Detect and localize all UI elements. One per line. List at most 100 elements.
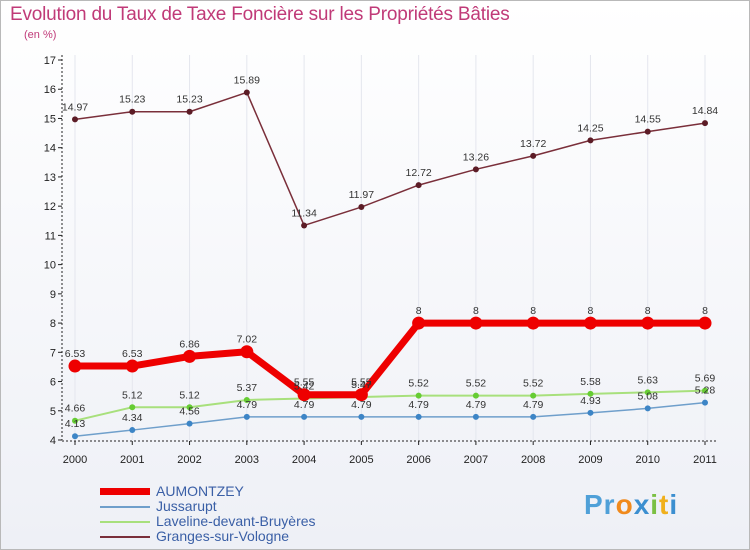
data-point bbox=[415, 182, 422, 189]
data-label: 5.47 bbox=[351, 379, 372, 391]
data-point bbox=[587, 390, 594, 397]
series-line bbox=[74, 91, 706, 227]
y-tick-label: 6 bbox=[50, 377, 56, 389]
legend-item-granges: Granges-sur-Vologne bbox=[100, 528, 420, 544]
data-point bbox=[243, 396, 250, 403]
data-label: 14.25 bbox=[577, 122, 603, 134]
data-point bbox=[415, 392, 422, 399]
data-label: 14.97 bbox=[62, 101, 88, 113]
x-tick-label: 2005 bbox=[349, 454, 373, 466]
y-tick-label: 10 bbox=[44, 260, 56, 272]
legend-label: Laveline-devant-Bruyères bbox=[156, 513, 316, 529]
legend: AUMONTZEY Jussarupt Laveline-devant-Bruy… bbox=[100, 483, 420, 544]
data-point bbox=[587, 409, 594, 416]
data-label: 8 bbox=[588, 305, 594, 317]
x-tick-label: 2009 bbox=[578, 454, 602, 466]
data-label: 5.08 bbox=[638, 390, 659, 402]
data-point bbox=[469, 316, 483, 330]
data-point bbox=[125, 359, 139, 373]
x-tick-label: 2007 bbox=[464, 454, 488, 466]
data-label: 4.79 bbox=[237, 399, 258, 411]
data-label: 5.52 bbox=[466, 378, 487, 390]
x-tick-label: 2003 bbox=[235, 454, 259, 466]
data-point bbox=[297, 388, 311, 402]
data-label: 11.34 bbox=[291, 207, 317, 219]
y-tick-label: 5 bbox=[50, 406, 56, 418]
data-label: 6.53 bbox=[122, 348, 143, 360]
data-label: 12.72 bbox=[405, 167, 431, 179]
data-label: 4.79 bbox=[351, 399, 372, 411]
data-point bbox=[530, 413, 537, 420]
data-label: 8 bbox=[645, 305, 651, 317]
data-point bbox=[644, 389, 651, 396]
data-label: 13.26 bbox=[463, 151, 489, 163]
y-tick-label: 16 bbox=[44, 84, 56, 96]
data-label: 4.56 bbox=[179, 406, 200, 418]
data-point bbox=[68, 359, 82, 373]
data-label: 5.52 bbox=[523, 378, 544, 390]
data-label: 4.79 bbox=[408, 399, 429, 411]
data-point bbox=[129, 404, 136, 411]
data-point bbox=[702, 387, 708, 394]
legend-swatch bbox=[100, 536, 150, 538]
data-point bbox=[72, 116, 78, 123]
data-point bbox=[644, 128, 651, 135]
data-point bbox=[587, 137, 594, 144]
series-line bbox=[74, 401, 706, 437]
data-point bbox=[129, 427, 136, 434]
data-label: 5.42 bbox=[294, 380, 315, 392]
x-tick-label: 2008 bbox=[521, 454, 545, 466]
data-label: 4.79 bbox=[294, 399, 315, 411]
data-label: 5.55 bbox=[294, 377, 315, 389]
data-point bbox=[183, 349, 197, 363]
data-label: 8 bbox=[702, 305, 708, 317]
data-label: 7.02 bbox=[237, 334, 258, 346]
data-label: 8 bbox=[473, 305, 479, 317]
data-point bbox=[583, 316, 597, 330]
data-point bbox=[72, 433, 78, 440]
legend-swatch bbox=[100, 506, 150, 508]
data-label: 13.72 bbox=[520, 138, 546, 150]
proxiti-logo: Proxiti bbox=[584, 489, 679, 520]
data-point bbox=[358, 413, 365, 420]
data-point bbox=[186, 404, 193, 411]
data-point bbox=[186, 420, 193, 427]
data-point bbox=[412, 316, 426, 330]
x-tick-label: 2011 bbox=[693, 454, 717, 466]
data-label: 5.37 bbox=[237, 382, 258, 394]
data-label: 11.97 bbox=[349, 189, 375, 201]
y-tick-label: 7 bbox=[50, 347, 56, 359]
x-tick-label: 2010 bbox=[635, 454, 659, 466]
legend-label: Granges-sur-Vologne bbox=[156, 528, 290, 544]
data-label: 5.58 bbox=[580, 376, 601, 388]
data-label: 14.55 bbox=[635, 114, 661, 126]
data-label: 6.86 bbox=[179, 338, 200, 350]
data-label: 8 bbox=[530, 305, 536, 317]
data-label: 5.52 bbox=[408, 378, 429, 390]
data-label: 6.53 bbox=[65, 348, 86, 360]
data-label: 4.79 bbox=[523, 399, 544, 411]
data-label: 4.93 bbox=[580, 395, 601, 407]
data-label: 8 bbox=[416, 305, 422, 317]
data-point bbox=[472, 166, 479, 173]
y-tick-label: 17 bbox=[44, 55, 56, 67]
legend-label: AUMONTZEY bbox=[156, 483, 244, 499]
series-line bbox=[74, 389, 706, 422]
data-point bbox=[641, 316, 655, 330]
data-point bbox=[186, 108, 193, 115]
x-tick-label: 2006 bbox=[406, 454, 430, 466]
data-label: 5.63 bbox=[638, 374, 659, 386]
data-point bbox=[301, 413, 308, 420]
data-label: 4.79 bbox=[466, 399, 487, 411]
data-point bbox=[644, 405, 651, 412]
x-tick-label: 2004 bbox=[292, 454, 316, 466]
data-label: 15.23 bbox=[119, 94, 145, 106]
chart-title: Evolution du Taux de Taxe Foncière sur l… bbox=[10, 4, 510, 25]
data-label: 15.89 bbox=[234, 74, 260, 86]
data-point bbox=[243, 413, 250, 420]
data-point bbox=[358, 204, 365, 211]
legend-item-laveline: Laveline-devant-Bruyères bbox=[100, 513, 420, 529]
data-point bbox=[301, 222, 308, 229]
